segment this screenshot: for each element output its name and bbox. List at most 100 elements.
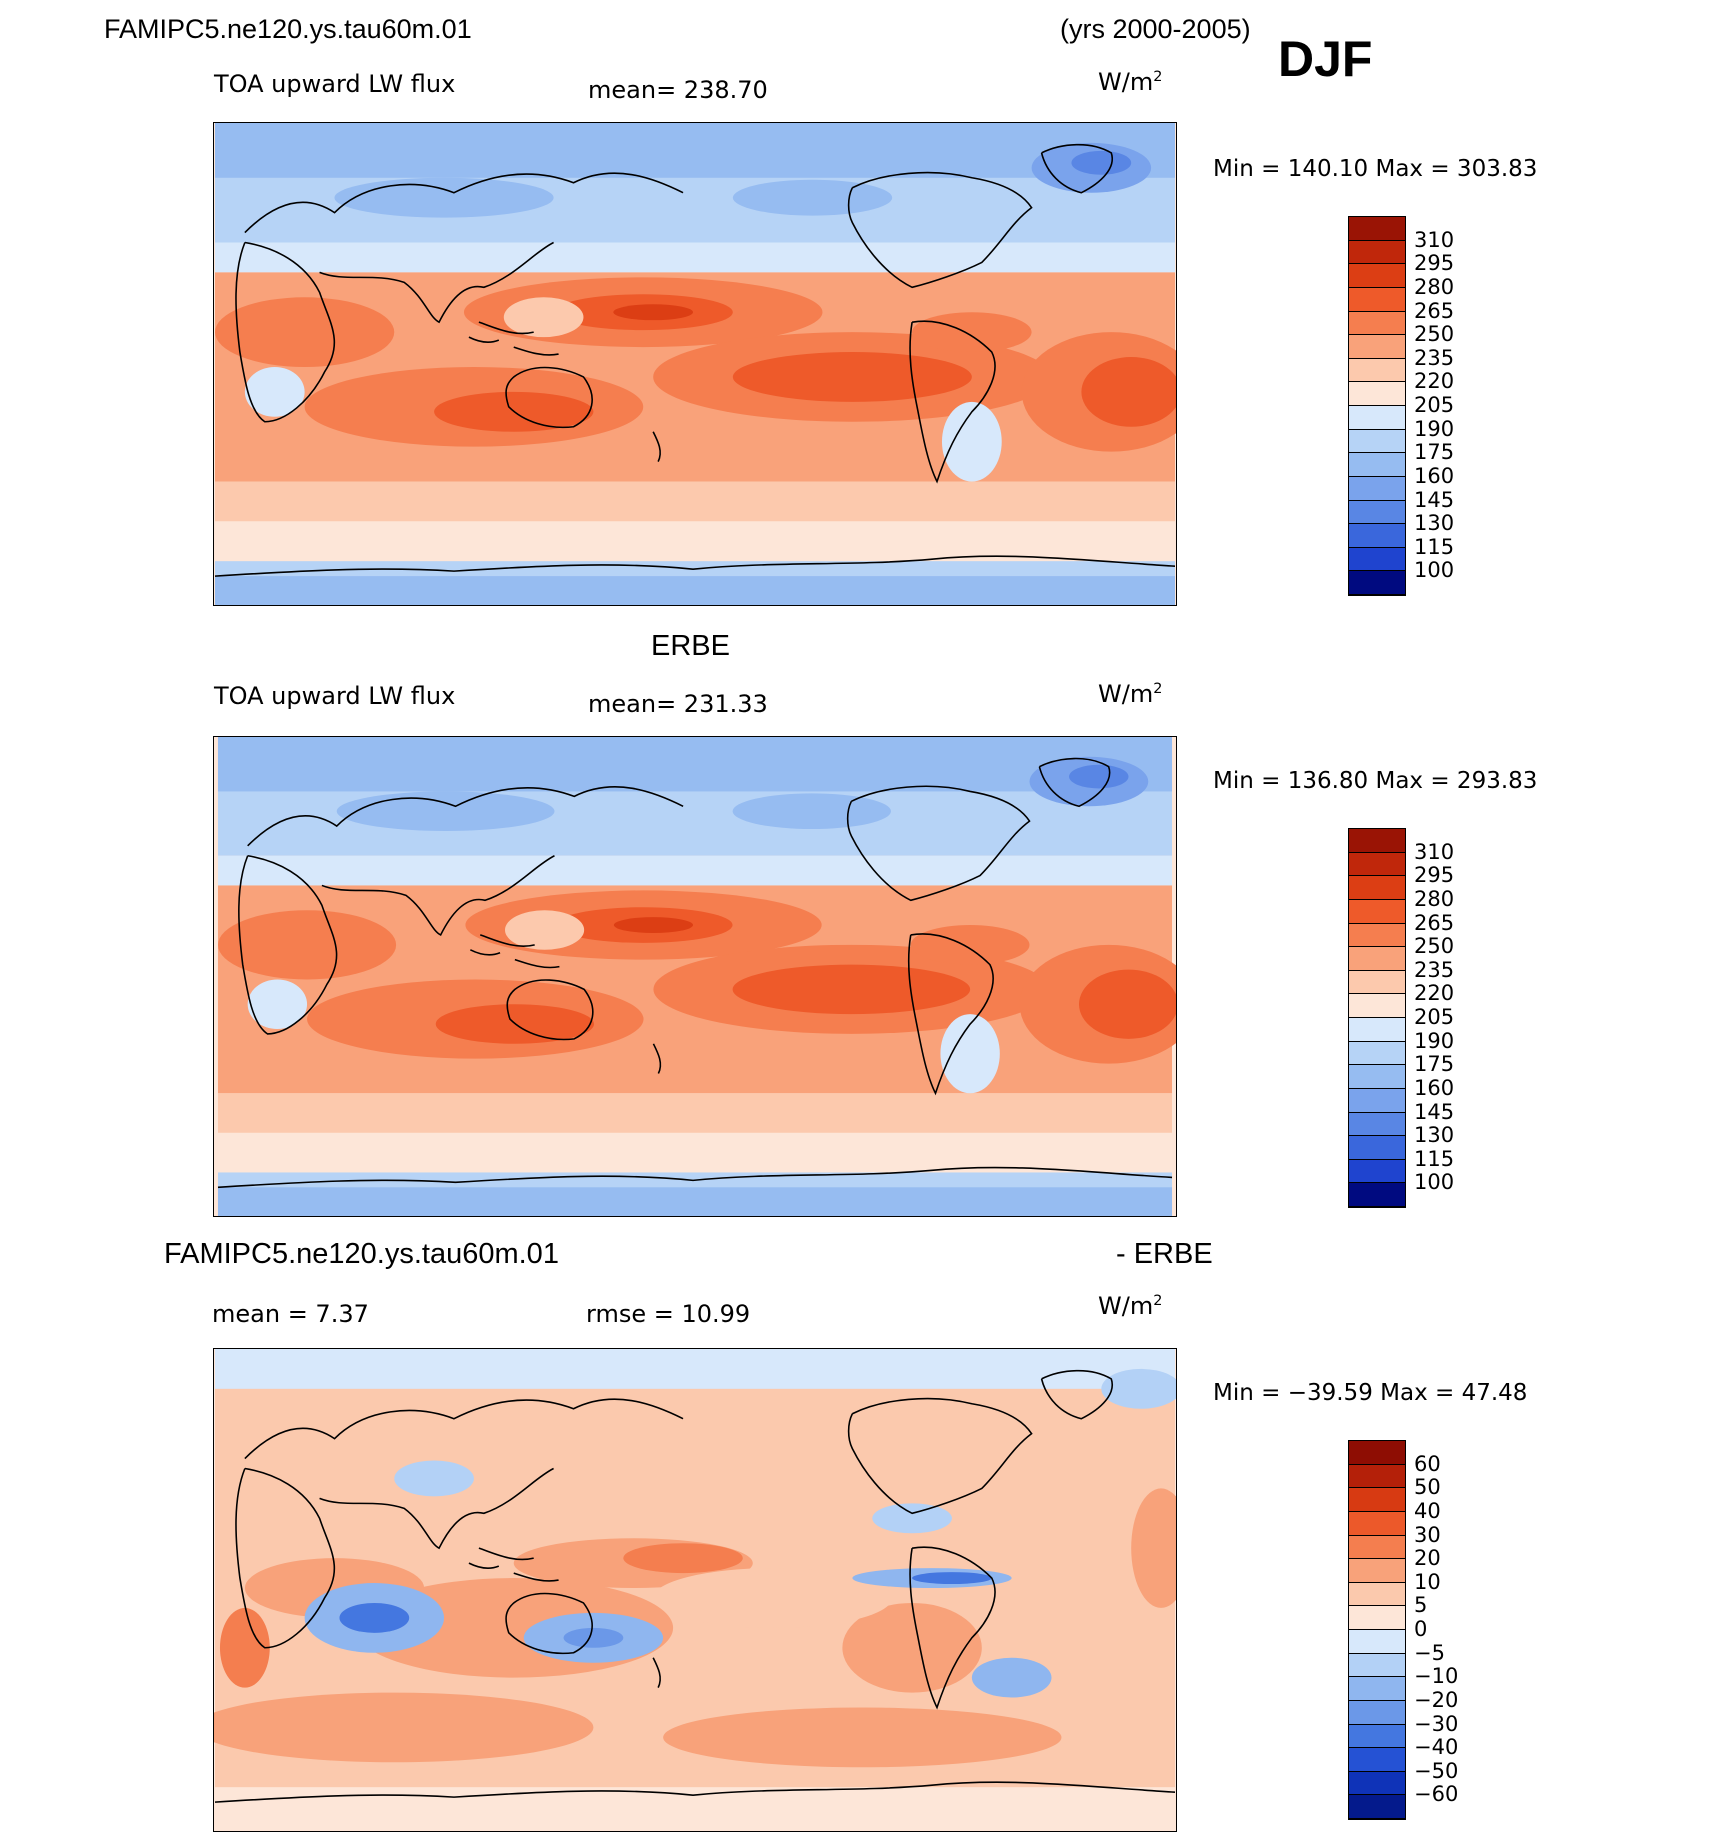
colorbar-label: 265 [1414, 910, 1455, 935]
colorbar-segment [1349, 429, 1405, 454]
colorbar-segment [1349, 1511, 1405, 1536]
colorbar-label: 145 [1414, 1099, 1455, 1124]
coastline [909, 1546, 996, 1710]
field-blob [971, 1657, 1052, 1698]
coastline-layer [214, 1369, 1176, 1803]
colorbar-segment [1349, 947, 1405, 971]
panel2-colorbar [1348, 828, 1406, 1208]
colorbar-segment [1349, 1700, 1405, 1725]
field-band [214, 576, 1176, 605]
field-blob [941, 401, 1002, 482]
colorbar-segment [1349, 1748, 1405, 1772]
map-field [214, 1349, 1176, 1831]
colorbar-label: 130 [1414, 511, 1455, 536]
coastline [847, 171, 1033, 289]
field-blob [1071, 150, 1132, 175]
colorbar-label: 220 [1414, 981, 1455, 1006]
coastline [907, 933, 994, 1096]
field-band [217, 855, 1173, 886]
field-blob [339, 1602, 410, 1633]
coastline [1040, 143, 1114, 194]
colorbar-label: 280 [1414, 274, 1455, 299]
field-blob [732, 793, 891, 830]
field-blob [912, 1572, 992, 1585]
colorbar-segment [1349, 970, 1405, 995]
field-band [217, 1132, 1173, 1173]
colorbar-segment [1349, 1041, 1405, 1066]
field-blob [503, 297, 584, 338]
field-blob [613, 917, 694, 933]
coastline [1038, 757, 1111, 808]
field-band [217, 1093, 1173, 1133]
field-blob [1069, 764, 1129, 789]
field-blob [219, 1607, 270, 1688]
colorbar-label: 310 [1414, 839, 1455, 864]
field-blob [247, 979, 308, 1029]
panel3-title-right: - ERBE [1116, 1238, 1213, 1270]
panel3-mean-label: mean = 7.37 [212, 1300, 369, 1328]
coastline [468, 1547, 559, 1582]
colorbar-segment [1349, 1065, 1405, 1089]
field-blob [214, 1692, 594, 1763]
colorbar-label: 145 [1414, 487, 1455, 512]
colorbar-segment [1349, 547, 1405, 572]
colorbar-segment [1349, 899, 1405, 924]
field-band [217, 737, 1173, 792]
colorbar-label: 20 [1414, 1546, 1441, 1571]
colorbar-label: 30 [1414, 1522, 1441, 1547]
colorbar-segment [1349, 264, 1405, 288]
colorbar-label: 5 [1414, 1593, 1428, 1618]
coastline [244, 1398, 684, 1460]
colorbar-segment [1349, 1136, 1405, 1160]
map-field [214, 123, 1176, 605]
colorbar-label: 60 [1414, 1451, 1441, 1476]
field-blob [872, 1503, 952, 1534]
coastline [652, 1657, 661, 1688]
coastline [505, 366, 593, 429]
colorbar-segment [1349, 406, 1405, 430]
field-blob [653, 1568, 893, 1628]
years-label: (yrs 2000-2005) [1060, 14, 1251, 44]
panel1-map [213, 122, 1177, 606]
coastline-layer [214, 143, 1176, 577]
coastline [214, 555, 1176, 577]
colorbar-segment [1349, 1771, 1405, 1796]
field-blob [842, 1602, 982, 1693]
field-blob [1081, 357, 1176, 427]
colorbar-segment [1349, 1183, 1405, 1207]
colorbar-segment [1349, 382, 1405, 406]
colorbar-segment [1349, 1653, 1405, 1678]
field-band [214, 481, 1176, 522]
colorbar-segment [1349, 240, 1405, 265]
colorbar-label: 100 [1414, 1170, 1455, 1195]
colorbar-segment [1349, 1677, 1405, 1701]
colorbar-label: 250 [1414, 322, 1455, 347]
colorbar-label: −50 [1414, 1758, 1459, 1783]
panel1-colorbar [1348, 216, 1406, 596]
panel1-variable-label: TOA upward LW flux [214, 70, 456, 98]
colorbar-segment [1349, 1088, 1405, 1113]
colorbar-segment [1349, 1795, 1405, 1819]
colorbar-label: 10 [1414, 1569, 1441, 1594]
panel2-map [213, 736, 1177, 1217]
coastline [1040, 1369, 1114, 1420]
panel1-mean-label: mean= 238.70 [588, 76, 768, 104]
coastline [321, 855, 555, 936]
field-blob [663, 1707, 1062, 1768]
field-band [214, 1787, 1176, 1831]
field-band [214, 242, 1176, 273]
colorbar-segment [1349, 1488, 1405, 1512]
colorbar-segment [1349, 1582, 1405, 1607]
coastline [506, 979, 594, 1041]
coastline [652, 431, 661, 462]
colorbar-label: 250 [1414, 934, 1455, 959]
colorbar-label: 235 [1414, 345, 1455, 370]
field-blob [334, 177, 554, 218]
colorbar-label: −30 [1414, 1711, 1459, 1736]
colorbar-label: 295 [1414, 863, 1455, 888]
colorbar-segment [1349, 287, 1405, 312]
panel2-variable-label: TOA upward LW flux [214, 682, 456, 710]
colorbar-label: −40 [1414, 1735, 1459, 1760]
panel3-map [213, 1348, 1177, 1832]
colorbar-segment [1349, 923, 1405, 948]
